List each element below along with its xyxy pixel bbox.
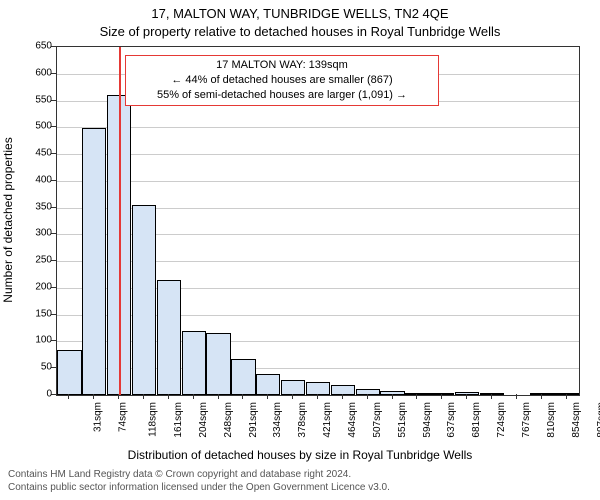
y-tick-label: 50 <box>12 362 52 373</box>
x-tick-mark <box>317 394 318 399</box>
chart-root: { "title_line1": "17, MALTON WAY, TUNBRI… <box>0 0 600 500</box>
y-tick-label: 0 <box>12 389 52 400</box>
x-tick-mark <box>168 394 169 399</box>
info-line-3: 55% of semi-detached houses are larger (… <box>132 88 432 103</box>
x-tick-mark <box>143 394 144 399</box>
x-tick-label: 724sqm <box>496 402 507 438</box>
x-tick-mark <box>491 394 492 399</box>
x-tick-mark <box>342 394 343 399</box>
x-tick-mark <box>566 394 567 399</box>
y-tick-label: 150 <box>12 308 52 319</box>
info-line-1: 17 MALTON WAY: 139sqm <box>132 58 432 73</box>
y-tick-label: 100 <box>12 335 52 346</box>
gridline <box>57 127 579 128</box>
y-tick-label: 550 <box>12 94 52 105</box>
x-tick-label: 681sqm <box>471 402 482 438</box>
gridline <box>57 154 579 155</box>
histogram-bar <box>331 385 355 395</box>
title-main: 17, MALTON WAY, TUNBRIDGE WELLS, TN2 4QE <box>0 6 600 22</box>
x-tick-label: 810sqm <box>546 402 557 438</box>
x-tick-label: 507sqm <box>372 402 383 438</box>
x-tick-mark <box>118 394 119 399</box>
x-tick-mark <box>292 394 293 399</box>
x-axis-label: Distribution of detached houses by size … <box>0 448 600 462</box>
x-tick-mark <box>441 394 442 399</box>
info-box: 17 MALTON WAY: 139sqm ← 44% of detached … <box>125 55 439 106</box>
x-tick-label: 637sqm <box>447 402 458 438</box>
title-sub: Size of property relative to detached ho… <box>0 24 600 39</box>
y-axis-label: Number of detached properties <box>1 137 15 302</box>
x-tick-label: 464sqm <box>347 402 358 438</box>
histogram-bar <box>256 374 280 395</box>
x-tick-label: 291sqm <box>248 402 259 438</box>
x-tick-label: 767sqm <box>521 402 532 438</box>
histogram-bar <box>157 280 181 395</box>
x-tick-mark <box>242 394 243 399</box>
x-tick-mark <box>416 394 417 399</box>
x-tick-label: 118sqm <box>147 402 158 437</box>
marker-line <box>119 47 121 395</box>
x-tick-label: 594sqm <box>422 402 433 438</box>
x-tick-label: 334sqm <box>273 402 284 438</box>
x-tick-mark <box>367 394 368 399</box>
footer-line-1: Contains HM Land Registry data © Crown c… <box>8 468 390 481</box>
x-tick-label: 31sqm <box>93 402 104 432</box>
histogram-bar <box>57 350 81 396</box>
histogram-bar <box>554 393 578 395</box>
histogram-bar <box>82 128 106 395</box>
x-tick-mark <box>516 394 517 399</box>
histogram-bar <box>182 331 206 395</box>
y-tick-label: 300 <box>12 228 52 239</box>
info-line-2: ← 44% of detached houses are smaller (86… <box>132 73 432 88</box>
chart-titles: 17, MALTON WAY, TUNBRIDGE WELLS, TN2 4QE… <box>0 0 600 39</box>
x-tick-label: 421sqm <box>322 402 333 438</box>
footer-line-2: Contains public sector information licen… <box>8 481 390 494</box>
y-tick-label: 650 <box>12 41 52 52</box>
x-tick-mark <box>466 394 467 399</box>
y-tick-label: 500 <box>12 121 52 132</box>
histogram-bar <box>231 359 255 395</box>
y-tick-label: 200 <box>12 281 52 292</box>
x-tick-label: 248sqm <box>223 402 234 438</box>
x-tick-mark <box>93 394 94 399</box>
footer-attribution: Contains HM Land Registry data © Crown c… <box>8 468 390 494</box>
x-tick-label: 854sqm <box>571 402 582 438</box>
y-tick-label: 400 <box>12 174 52 185</box>
histogram-bar <box>380 391 404 395</box>
x-tick-label: 897sqm <box>596 402 600 438</box>
x-tick-mark <box>267 394 268 399</box>
plot-area: 17 MALTON WAY: 139sqm ← 44% of detached … <box>56 46 580 396</box>
x-tick-mark <box>218 394 219 399</box>
x-tick-label: 204sqm <box>198 402 209 438</box>
histogram-bar <box>306 382 330 395</box>
x-tick-label: 378sqm <box>297 402 308 438</box>
x-tick-mark <box>68 394 69 399</box>
x-tick-label: 161sqm <box>173 402 184 438</box>
x-tick-label: 551sqm <box>397 402 408 438</box>
x-tick-mark <box>193 394 194 399</box>
x-tick-mark <box>392 394 393 399</box>
y-tick-label: 350 <box>12 201 52 212</box>
y-tick-label: 250 <box>12 255 52 266</box>
histogram-bar <box>281 380 305 395</box>
gridline <box>57 181 579 182</box>
x-tick-mark <box>541 394 542 399</box>
x-tick-label: 74sqm <box>118 402 129 432</box>
y-tick-label: 450 <box>12 148 52 159</box>
histogram-bar <box>356 389 380 395</box>
histogram-bar <box>206 333 230 395</box>
y-tick-label: 600 <box>12 67 52 78</box>
histogram-bar <box>530 393 554 395</box>
histogram-bar <box>132 205 156 395</box>
